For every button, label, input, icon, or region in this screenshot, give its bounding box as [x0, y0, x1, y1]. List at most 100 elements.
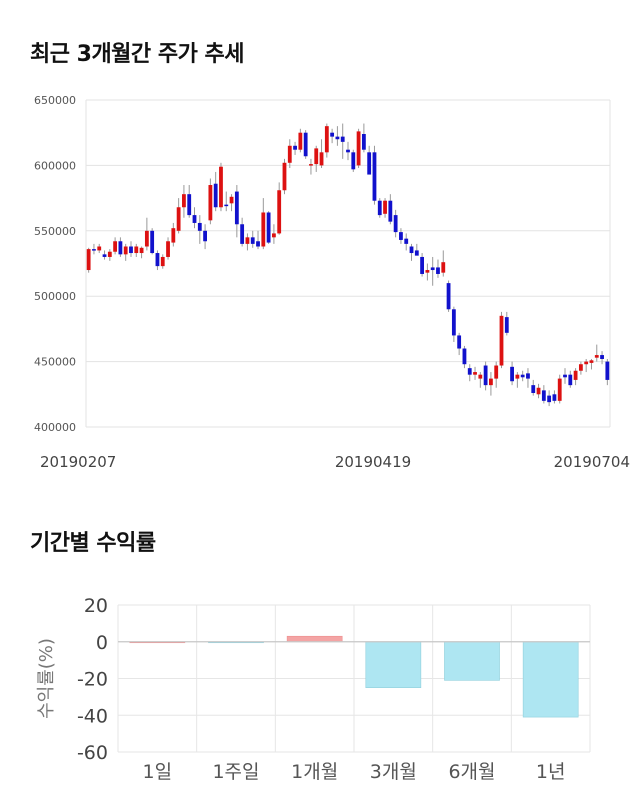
candle-body [388, 200, 393, 222]
candle-body [224, 204, 229, 207]
candle-body [494, 365, 499, 379]
y-tick-label: 0 [96, 632, 108, 654]
y-axis-label: 수익률(%) [36, 638, 57, 719]
candle-body [594, 355, 599, 358]
candle-body [578, 364, 583, 371]
candle-body [155, 253, 160, 267]
candle-body [531, 385, 536, 393]
candle-body [261, 212, 266, 247]
candle-body [340, 136, 345, 142]
candle-body [367, 152, 372, 175]
candle-body [351, 152, 356, 170]
candle-body [229, 196, 234, 204]
candle-body [134, 246, 139, 254]
candle-body [584, 361, 589, 365]
candle-body [213, 183, 218, 208]
candle-body [383, 200, 387, 214]
candle-body [510, 366, 514, 382]
candle-body [282, 162, 287, 191]
candle-body [203, 230, 207, 242]
candle-body [526, 373, 530, 379]
candle-body [457, 335, 462, 349]
y-tick-label: -20 [77, 669, 108, 691]
candle-body [139, 247, 144, 254]
x-tick-label: 1일 [143, 761, 173, 783]
candle-body [467, 368, 472, 375]
candle-body [250, 237, 255, 244]
candle-body [404, 238, 409, 244]
candle-body [319, 152, 324, 166]
candle-body [335, 136, 340, 140]
return-bar [444, 641, 500, 681]
candle-body [314, 148, 319, 165]
return-bar [522, 641, 579, 718]
candle-body [483, 365, 488, 386]
candle-body [97, 246, 102, 251]
candle-body [234, 191, 239, 225]
candle-body [118, 241, 123, 255]
x-tick-label: 3개월 [370, 761, 417, 783]
candle-body [393, 215, 398, 233]
candle-body [107, 251, 112, 257]
candle-body [129, 246, 133, 254]
candle-body [219, 166, 223, 208]
candle-body [303, 132, 308, 157]
candle-body [102, 254, 107, 257]
candle-body [176, 207, 181, 231]
candle-body [478, 374, 483, 379]
candle-body [192, 215, 197, 223]
candle-body [92, 249, 96, 251]
candle-body [473, 372, 477, 375]
candle-body [451, 309, 456, 336]
candle-body [499, 315, 504, 366]
x-tick-label: 1개월 [291, 761, 338, 783]
y-tick-label: 550000 [34, 225, 76, 238]
candle-body [166, 241, 170, 257]
candle-body [309, 164, 313, 166]
candle-body [271, 233, 276, 238]
candle-body [504, 317, 509, 333]
candle-body [197, 222, 202, 231]
candle-body [361, 134, 366, 150]
y-tick-label: -60 [77, 742, 108, 764]
candle-body [123, 246, 128, 255]
candle-body [86, 249, 91, 271]
price-chart-title: 최근 3개월간 주가 추세 [30, 42, 244, 67]
return-bar [286, 635, 343, 643]
candle-body [144, 230, 149, 247]
candle-body [573, 370, 578, 380]
x-tick-label: 20190419 [335, 453, 411, 471]
candle-body [240, 224, 245, 244]
x-tick-label: 20190207 [40, 453, 116, 471]
candle-body [399, 232, 403, 240]
candle-body [346, 149, 350, 153]
candle-body [552, 394, 557, 401]
candle-body [441, 262, 446, 273]
candle-body [150, 230, 155, 254]
candle-body [462, 348, 467, 365]
return-bar [365, 641, 422, 688]
candle-body [430, 267, 435, 271]
candle-body [160, 256, 165, 267]
candle-body [113, 241, 118, 252]
y-tick-label: 600000 [34, 159, 76, 172]
candle-body [287, 145, 292, 163]
candle-body [266, 212, 271, 243]
candle-body [515, 374, 520, 379]
candle-body [414, 250, 419, 256]
candle-body [568, 374, 573, 386]
candle-body [293, 145, 297, 150]
candle-body [557, 378, 562, 401]
y-tick-label: 500000 [34, 290, 76, 303]
candle-body [356, 131, 361, 166]
y-tick-label: 450000 [34, 356, 76, 369]
x-tick-label: 1주일 [212, 761, 259, 783]
candle-body [245, 237, 250, 244]
x-tick-label: 6개월 [448, 761, 495, 783]
candle-body [489, 378, 493, 386]
price-candlestick-chart: 400000 450000 500000 550000 600000 650000 2019… [34, 94, 630, 471]
candle-body [446, 283, 451, 310]
candle-body [377, 200, 382, 216]
candle-body [563, 374, 567, 378]
candle-body [298, 132, 303, 150]
